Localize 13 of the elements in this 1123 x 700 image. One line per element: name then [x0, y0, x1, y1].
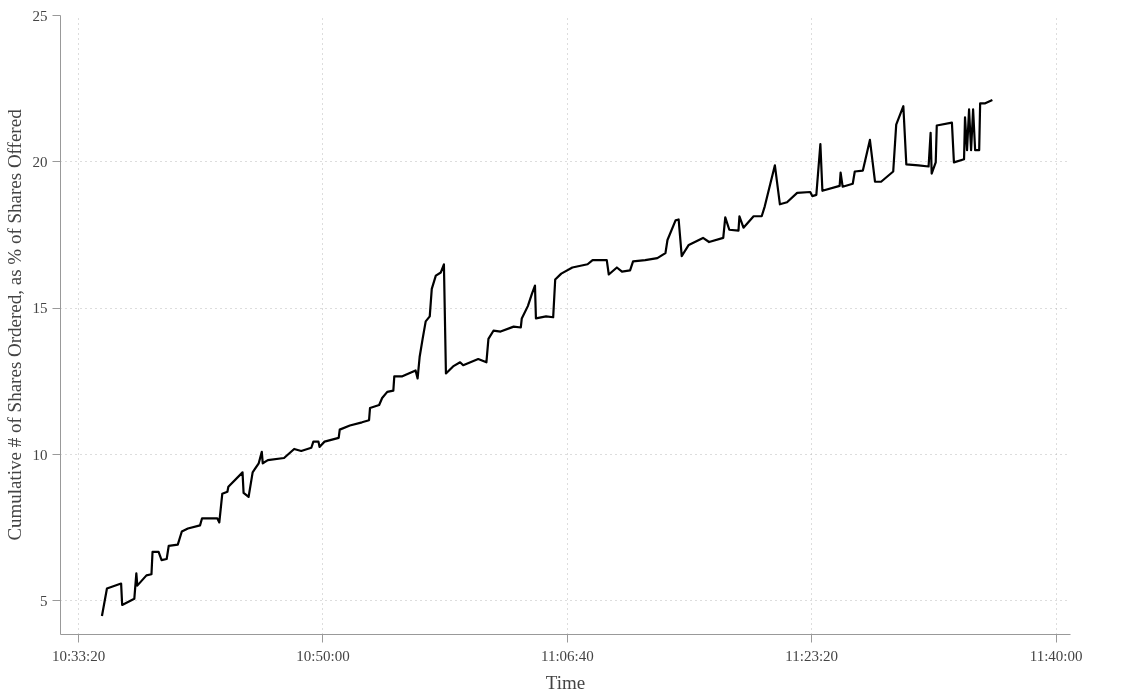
x-tick-label: 11:23:20 — [785, 647, 839, 664]
y-tick-label: 15 — [32, 300, 48, 317]
y-tick-label: 5 — [40, 592, 48, 609]
x-tick-label: 11:40:00 — [1029, 647, 1083, 664]
y-axis-title: Cumulative # of Shares Ordered, as % of Shares Offered — [3, 108, 25, 541]
x-tick-label: 10:50:00 — [296, 647, 350, 664]
y-tick-label: 20 — [32, 153, 48, 170]
line-series — [100, 98, 994, 618]
y-tick-label: 25 — [32, 7, 48, 24]
x-tick-label: 11:06:40 — [540, 647, 594, 664]
y-tick-label: 10 — [32, 446, 48, 463]
x-axis-title: Time — [545, 671, 586, 693]
x-tick-label: 10:33:20 — [51, 647, 106, 664]
